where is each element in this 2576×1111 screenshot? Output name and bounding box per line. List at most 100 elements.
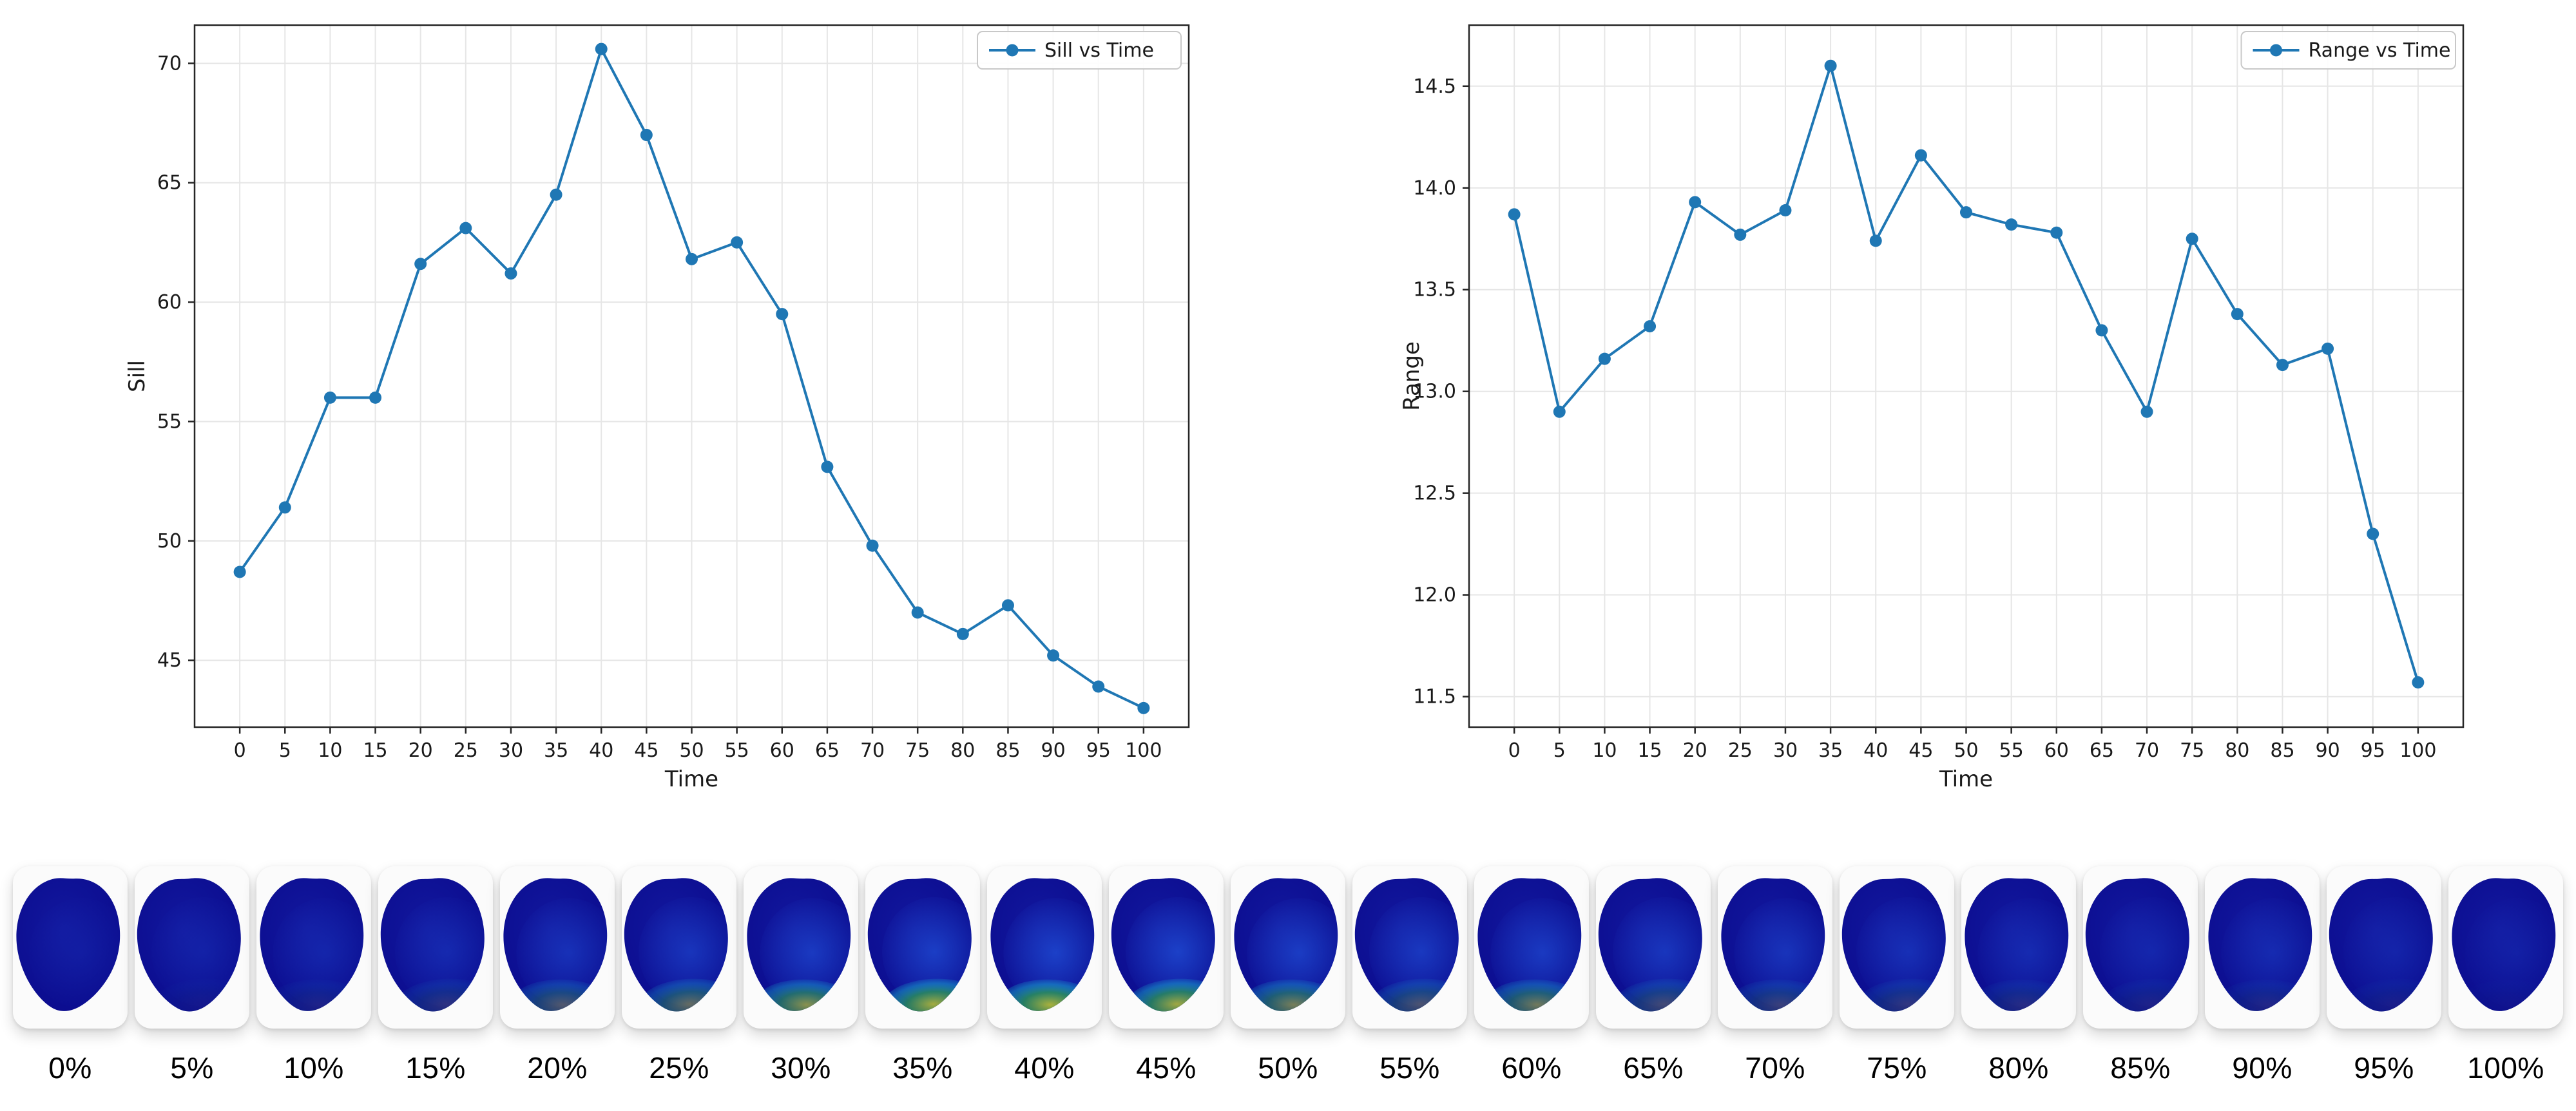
thumbnail-item: 70% (1716, 866, 1834, 1085)
mesh-thumbnail-image (2208, 878, 2314, 1013)
mesh-thumbnail-image (1477, 878, 1584, 1013)
data-point (1137, 701, 1150, 714)
range-vs-time-chart: 0 5 10 15 20 25 30 35 40 45 50 55 60 65 70 75 80 85 90 95 10… (1397, 9, 2479, 794)
mesh-thumbnail-image (1841, 878, 1950, 1014)
thumbnail-card (1474, 866, 1589, 1029)
data-point (1914, 149, 1927, 162)
thumbnail-item: 25% (620, 866, 738, 1085)
thumbnail-card (256, 866, 371, 1029)
y-tick-label: 14.0 (1413, 177, 1456, 200)
x-tick-label: 70 (2135, 739, 2159, 762)
x-tick-label: 65 (2090, 739, 2114, 762)
data-point (1598, 352, 1611, 365)
sill-vs-time-chart: 0 5 10 15 20 25 30 35 40 45 50 55 60 65 70 75 80 85 90 95 10… (122, 9, 1205, 794)
thumbnail-card (135, 866, 249, 1029)
x-tick-label: 25 (454, 739, 478, 762)
thumbnail-percentage-label: 70% (1745, 1051, 1805, 1085)
y-tick-label: 12.0 (1413, 584, 1456, 607)
mesh-thumbnail-image (990, 878, 1097, 1013)
mesh-thumbnail-image (2452, 878, 2558, 1011)
mesh-thumbnail-image (260, 878, 366, 1013)
y-axis-label: Sill (124, 360, 150, 392)
data-point (459, 222, 472, 234)
data-point (323, 391, 336, 404)
y-tick-label: 11.5 (1413, 686, 1456, 708)
thumbnail-card (2327, 866, 2441, 1029)
data-point (2140, 405, 2153, 418)
x-tick-label: 15 (1637, 739, 1662, 762)
x-tick-label: 35 (1818, 739, 1843, 762)
timeline-thumbnails: 0% 5% 10% 15% 20% 25% 30% 35% 40% 45% 50% 55% 60% 65%… (0, 866, 2576, 1085)
data-point (2321, 342, 2334, 355)
data-point (686, 252, 698, 265)
y-axis-label: Range (1399, 341, 1425, 411)
x-tick-label: 100 (1125, 739, 1162, 762)
mesh-thumbnail-image (1721, 878, 1827, 1013)
x-tick-label: 45 (634, 739, 658, 762)
x-tick-label: 85 (995, 739, 1020, 762)
data-point (776, 308, 789, 321)
x-tick-label: 95 (1086, 739, 1111, 762)
data-point (1734, 228, 1747, 241)
y-tick-label: 14.5 (1413, 75, 1456, 98)
sill-chart-canvas: 0 5 10 15 20 25 30 35 40 45 50 55 60 65 70 75 80 85 90 95 10… (124, 24, 1190, 792)
mesh-thumbnail-image (624, 878, 732, 1014)
data-point (2367, 527, 2379, 540)
y-tick-label: 70 (157, 52, 182, 75)
thumbnail-percentage-label: 15% (405, 1051, 466, 1085)
data-point (1869, 234, 1882, 247)
mesh-thumbnail-image (867, 878, 976, 1014)
thumbnail-card (1840, 866, 1954, 1029)
thumbnail-percentage-label: 20% (527, 1051, 588, 1085)
data-point (640, 129, 653, 142)
x-tick-label: 100 (2399, 739, 2436, 762)
thumbnail-card (1718, 866, 1832, 1029)
x-tick-label: 85 (2270, 739, 2294, 762)
mesh-thumbnail-image (2085, 878, 2193, 1014)
thumbnail-card (378, 866, 493, 1029)
data-point (1553, 405, 1566, 418)
x-tick-label: 60 (2044, 739, 2069, 762)
x-tick-label: 75 (2180, 739, 2204, 762)
thumbnail-percentage-label: 95% (2354, 1051, 2414, 1085)
thumbnail-item: 55% (1351, 866, 1468, 1085)
thumbnail-percentage-label: 0% (48, 1051, 92, 1085)
thumbnail-percentage-label: 10% (284, 1051, 344, 1085)
data-point (2005, 218, 2018, 231)
thumbnail-card (1231, 866, 1345, 1029)
x-tick-label: 10 (318, 739, 342, 762)
range-chart-canvas: 0 5 10 15 20 25 30 35 40 45 50 55 60 65 70 75 80 85 90 95 10… (1399, 24, 2465, 792)
y-tick-label: 13.0 (1413, 381, 1456, 403)
data-point (1092, 680, 1105, 693)
x-tick-label: 20 (1683, 739, 1707, 762)
data-point (1824, 59, 1837, 72)
thumbnail-card (987, 866, 1102, 1029)
x-tick-label: 70 (860, 739, 885, 762)
y-tick-label: 13.5 (1413, 279, 1456, 301)
mesh-thumbnail-image (747, 878, 853, 1013)
thumbnail-card (1352, 866, 1467, 1029)
thumbnail-item: 20% (499, 866, 616, 1085)
thumbnail-item: 50% (1229, 866, 1347, 1085)
data-point (2276, 359, 2289, 372)
data-point (505, 267, 517, 280)
thumbnail-percentage-label: 55% (1379, 1051, 1440, 1085)
thumbnail-item: 80% (1960, 866, 2077, 1085)
x-tick-label: 65 (815, 739, 840, 762)
thumbnail-percentage-label: 25% (649, 1051, 709, 1085)
x-tick-label: 40 (1863, 739, 1888, 762)
data-point (369, 391, 382, 404)
thumbnail-card (13, 866, 128, 1029)
x-tick-label: 55 (725, 739, 749, 762)
x-tick-label: 55 (1999, 739, 2024, 762)
data-point (1001, 599, 1014, 612)
data-point (2412, 676, 2425, 688)
thumbnail-percentage-label: 5% (170, 1051, 214, 1085)
x-tick-label: 30 (1773, 739, 1798, 762)
mesh-thumbnail-image (16, 878, 122, 1011)
thumbnail-item: 60% (1473, 866, 1590, 1085)
data-point (1047, 649, 1060, 662)
x-tick-label: 5 (279, 739, 291, 762)
charts-row: 0 5 10 15 20 25 30 35 40 45 50 55 60 65 70 75 80 85 90 95 10… (122, 9, 2479, 794)
thumbnail-item: 45% (1108, 866, 1225, 1085)
